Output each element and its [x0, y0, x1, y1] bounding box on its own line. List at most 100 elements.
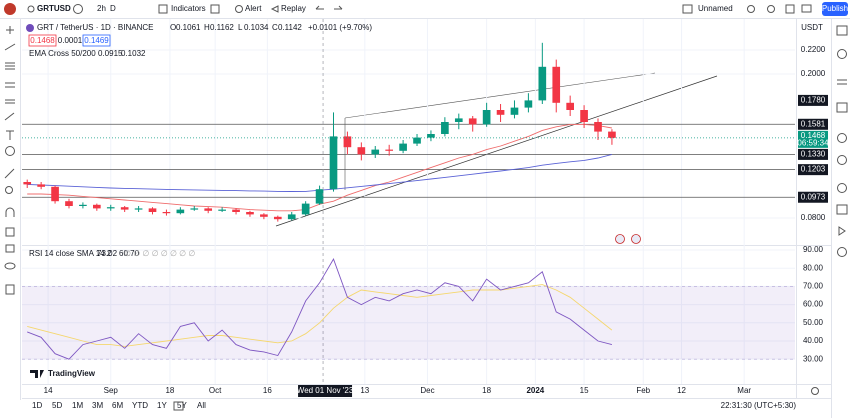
candle-body — [51, 186, 59, 202]
y-tick-label: 80.00 — [803, 263, 824, 272]
rsi-title[interactable]: RSI 14 close SMA 14 2 — [29, 249, 112, 258]
help[interactable] — [838, 226, 846, 236]
redo[interactable] — [334, 5, 343, 10]
y-tick-label: 90.00 — [803, 245, 824, 254]
range-button[interactable]: 1D — [32, 401, 42, 410]
x-tick-label: Oct — [209, 386, 222, 395]
crosshair-tool[interactable] — [6, 26, 14, 34]
candle-body — [315, 189, 324, 204]
range-button[interactable]: 3M — [92, 401, 103, 410]
ask[interactable]: 0.1469 — [84, 36, 109, 45]
indicators-icon[interactable] — [158, 4, 168, 14]
indicators-button[interactable]: Indicators — [171, 4, 206, 13]
candle-body — [413, 137, 421, 144]
candle-body — [608, 131, 616, 138]
settings[interactable] — [767, 5, 775, 13]
zoom-tool[interactable] — [5, 186, 13, 194]
alerts[interactable] — [837, 49, 847, 59]
range-button[interactable]: 1Y — [157, 401, 167, 410]
interval[interactable]: D — [110, 4, 116, 13]
prediction-tool[interactable] — [5, 99, 15, 104]
candle-body — [204, 208, 213, 211]
lock-drawings[interactable] — [5, 244, 15, 253]
candle-body — [106, 207, 115, 209]
compare-icon[interactable] — [73, 4, 83, 14]
ohlc-value: 0.1061 — [176, 23, 201, 32]
candle-body — [190, 208, 199, 210]
range-button[interactable]: 5D — [52, 401, 62, 410]
candle-body — [37, 184, 45, 187]
x-tick-label: 2024 — [526, 386, 544, 395]
replay-icon[interactable] — [270, 5, 279, 13]
symbol[interactable]: GRTUSD — [37, 4, 71, 13]
candle-body — [218, 209, 226, 211]
price-line-label-box — [798, 118, 828, 130]
data-window[interactable] — [837, 79, 847, 85]
range-button[interactable]: 5Y — [177, 401, 187, 410]
bid[interactable]: 0.1468 — [30, 36, 55, 45]
event-flag[interactable] — [631, 234, 641, 244]
last-price-box — [798, 130, 828, 148]
event-flag[interactable] — [615, 234, 625, 244]
trendline-tool[interactable] — [4, 43, 16, 51]
range-button[interactable]: 6M — [112, 401, 123, 410]
alert-button[interactable]: Alert — [245, 4, 262, 13]
brush-tool[interactable] — [4, 112, 15, 121]
ideas[interactable] — [837, 155, 847, 165]
fib-tool[interactable] — [5, 62, 15, 70]
candle-body — [371, 149, 380, 155]
magnet-tool[interactable] — [5, 207, 15, 217]
snapshot[interactable] — [801, 4, 812, 13]
fullscreen[interactable] — [785, 4, 795, 14]
undo[interactable] — [315, 5, 324, 10]
layout-icon[interactable] — [682, 4, 693, 14]
notifications[interactable] — [837, 247, 847, 257]
streams[interactable] — [836, 204, 848, 215]
publish-button[interactable] — [822, 2, 848, 16]
candle-body — [580, 110, 588, 122]
rsi-settings[interactable]: ∅ ∅ ∅ ∅ ∅ ∅ ∅ ∅ — [124, 249, 195, 258]
delete-tool[interactable] — [5, 284, 15, 295]
interval[interactable]: 2h — [97, 4, 106, 13]
hide-tool[interactable] — [4, 262, 16, 270]
ohlc-value: 0.1162 — [210, 23, 234, 32]
candle-body — [287, 214, 296, 220]
replay-button[interactable]: Replay — [281, 4, 306, 13]
buy-box[interactable] — [82, 34, 111, 47]
indicator-value: 0.1032 — [121, 49, 146, 58]
lock-tool[interactable] — [5, 227, 15, 237]
candle-body — [65, 201, 73, 206]
chats[interactable] — [837, 183, 847, 193]
ruler-tool[interactable] — [4, 168, 15, 179]
rsi-line — [27, 284, 613, 347]
calendar[interactable] — [837, 133, 847, 143]
watchlist[interactable] — [836, 25, 848, 36]
quick-search[interactable] — [747, 5, 755, 13]
avatar[interactable] — [4, 3, 16, 15]
range-button[interactable]: All — [197, 401, 206, 410]
logo-mark — [30, 370, 44, 378]
publish-label[interactable]: Publish — [822, 4, 848, 13]
candle-body — [566, 102, 574, 110]
scale-settings[interactable] — [811, 387, 819, 395]
alert-icon[interactable] — [235, 5, 243, 13]
crosshair-label-box — [298, 385, 353, 397]
price-line-label-box — [798, 191, 828, 203]
range-button[interactable]: YTD — [132, 401, 148, 410]
layout-name[interactable]: Unnamed — [698, 4, 733, 13]
sell-box[interactable] — [28, 34, 57, 47]
range-button[interactable]: 1M — [72, 401, 83, 410]
templates-icon[interactable] — [210, 4, 220, 14]
search-icon[interactable] — [27, 5, 35, 13]
x-tick-label: Feb — [636, 386, 650, 395]
indicator-title[interactable]: EMA Cross 50/200 — [29, 49, 96, 58]
y-tick-label: 0.2200 — [801, 45, 826, 54]
text-tool[interactable] — [6, 130, 14, 140]
icon-tool[interactable] — [5, 146, 15, 156]
trend-line[interactable] — [344, 72, 656, 119]
news[interactable] — [836, 102, 848, 113]
x-tick-label: Dec — [420, 386, 434, 395]
pattern-tool[interactable] — [5, 82, 15, 88]
date-range-icon[interactable] — [173, 401, 184, 411]
